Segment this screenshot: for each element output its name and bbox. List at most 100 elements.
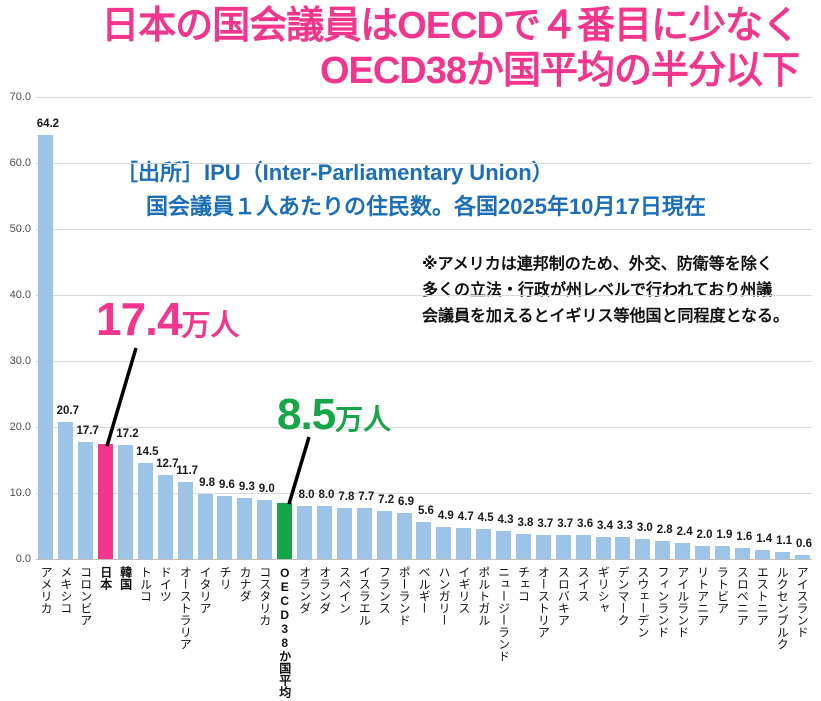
gridline bbox=[36, 361, 812, 362]
bar-オランダ bbox=[316, 506, 332, 559]
bar-ギリシャ bbox=[595, 536, 611, 559]
x-category-label: チリ bbox=[218, 566, 233, 590]
japan-annotation-unit: 万人 bbox=[181, 310, 240, 342]
x-category-label: トルコ bbox=[138, 566, 153, 602]
bar-OECD38か国平均 bbox=[277, 502, 293, 559]
bar-value-label: 0.6 bbox=[796, 538, 812, 551]
bar-アイルランド bbox=[675, 543, 691, 559]
bar-ラトビア bbox=[714, 546, 730, 559]
bar-エストニア bbox=[754, 549, 770, 559]
bar-オーストリア bbox=[535, 534, 551, 559]
bar-スペイン bbox=[336, 507, 352, 559]
bar-value-label: 17.7 bbox=[76, 425, 99, 438]
gridline bbox=[36, 559, 812, 560]
x-category-label: コスタリカ bbox=[257, 566, 272, 626]
japan-annotation: 17.4万人 bbox=[96, 292, 240, 346]
oecd-annotation-value: 8.5 bbox=[277, 390, 336, 439]
bar-value-label: 3.7 bbox=[557, 517, 574, 530]
bar-value-label: 8.0 bbox=[298, 489, 315, 502]
bar-value-label: 3.0 bbox=[636, 522, 653, 535]
bar-value-label: 3.6 bbox=[577, 518, 594, 531]
bar-value-label: 3.3 bbox=[616, 520, 633, 533]
bar-スロベニア bbox=[734, 548, 750, 559]
x-category-label: 韓国 bbox=[118, 566, 133, 590]
oecd-annotation: 8.5万人 bbox=[277, 390, 391, 440]
bar-value-label: 8.0 bbox=[318, 489, 335, 502]
x-category-label: ギリシャ bbox=[596, 566, 611, 614]
y-tick-label: 50.0 bbox=[9, 223, 31, 235]
gridline bbox=[36, 97, 812, 98]
bar-value-label: 2.8 bbox=[656, 523, 673, 536]
bar-value-label: 2.4 bbox=[676, 526, 693, 539]
x-category-label: メキシコ bbox=[58, 566, 73, 614]
bar-デンマーク bbox=[615, 537, 631, 559]
bar-value-label: 7.8 bbox=[338, 490, 355, 503]
x-category-label: フランス bbox=[377, 566, 392, 614]
bar-コスタリカ bbox=[257, 499, 273, 559]
bar-value-label: 4.7 bbox=[457, 510, 474, 523]
bar-value-label: 7.2 bbox=[378, 494, 395, 507]
x-category-label: ポーランド bbox=[397, 566, 412, 626]
bar-value-label: 6.9 bbox=[398, 496, 415, 509]
x-category-label: スロバキア bbox=[556, 566, 571, 626]
bar-チェコ bbox=[515, 533, 531, 559]
us-footnote-line2: 多くの立法・行政が州レベルで行われており州議 bbox=[422, 282, 773, 299]
bar-value-label: 3.7 bbox=[537, 517, 554, 530]
bar-value-label: 1.9 bbox=[716, 529, 733, 542]
japan-annotation-value: 17.4 bbox=[96, 293, 183, 345]
bar-オランダ bbox=[297, 506, 313, 559]
x-category-label: ドイツ bbox=[158, 566, 173, 602]
bar-value-label: 3.8 bbox=[517, 516, 534, 529]
x-category-label: OECD38か国平均 bbox=[277, 566, 292, 698]
bar-value-label: 5.6 bbox=[417, 505, 434, 518]
bar-イタリア bbox=[197, 494, 213, 559]
source-line1: ［出所］IPU（Inter-Parliamentary Union） bbox=[116, 160, 554, 185]
bar-value-label: 9.8 bbox=[199, 477, 216, 490]
x-category-label: イギリス bbox=[456, 566, 471, 614]
bar-メキシコ bbox=[58, 422, 74, 559]
bar-フランス bbox=[376, 511, 392, 559]
y-tick-label: 30.0 bbox=[9, 355, 31, 367]
y-axis: 70.0 60.0 50.0 40.0 30.0 20.0 10.0 0.0 bbox=[0, 91, 31, 565]
bar-ルクセンブルク bbox=[774, 551, 790, 559]
x-axis-labels: アメリカ メキシコ コロンビア 日本 韓国 トルコ ドイツ オーストラリア イタリア チリ カナダコ… bbox=[36, 566, 812, 699]
gridline bbox=[36, 493, 812, 494]
x-category-label: スウェーデン bbox=[635, 566, 650, 638]
bar-ドイツ bbox=[157, 475, 173, 559]
x-category-label: アイスランド bbox=[795, 566, 810, 638]
y-tick-label: 0.0 bbox=[15, 553, 31, 565]
bar-value-label: 3.4 bbox=[597, 519, 614, 532]
bar-リトアニア bbox=[695, 545, 710, 559]
bar-ポーランド bbox=[396, 513, 412, 559]
source-note: ［出所］IPU（Inter-Parliamentary Union） 国会議員１… bbox=[116, 156, 706, 224]
source-line2: 国会議員１人あたりの住民数。各国2025年10月17日現在 bbox=[146, 194, 706, 219]
bar-value-label: 2.0 bbox=[696, 528, 713, 541]
x-category-label: イタリア bbox=[198, 566, 213, 614]
bar-イスラエル bbox=[356, 508, 372, 559]
x-category-label: スイス bbox=[576, 566, 591, 602]
bar-ポルトガル bbox=[476, 529, 492, 559]
x-category-label: アメリカ bbox=[39, 566, 53, 614]
chart-title-line2: OECD38か国平均の半分以下 bbox=[319, 50, 800, 92]
bar-value-label: 64.2 bbox=[36, 118, 60, 131]
x-category-label: 日本 bbox=[98, 566, 113, 590]
x-category-label: オーストリア bbox=[536, 566, 551, 638]
us-footnote-line3: 会議員を加えるとイギリス等他国と同程度となる。 bbox=[422, 308, 790, 325]
gridline bbox=[36, 427, 812, 428]
x-category-label: スロベニア bbox=[735, 566, 750, 626]
bar-value-label: 4.3 bbox=[497, 513, 514, 526]
bar-value-label: 4.9 bbox=[437, 509, 454, 522]
bar-トルコ bbox=[137, 463, 153, 559]
bar-value-label: 7.7 bbox=[358, 491, 375, 504]
x-category-label: リトアニア bbox=[695, 566, 710, 626]
bar-韓国 bbox=[117, 445, 133, 559]
y-tick-label: 40.0 bbox=[9, 289, 31, 301]
bar-value-label: 1.4 bbox=[756, 532, 773, 545]
bar-ニュージーランド bbox=[496, 530, 512, 559]
x-category-label: イスラエル bbox=[357, 566, 372, 626]
bar-value-label: 9.6 bbox=[218, 478, 235, 491]
bar-スロバキア bbox=[555, 534, 571, 559]
bar-コロンビア bbox=[78, 442, 94, 559]
bar-value-label: 9.3 bbox=[238, 480, 255, 493]
